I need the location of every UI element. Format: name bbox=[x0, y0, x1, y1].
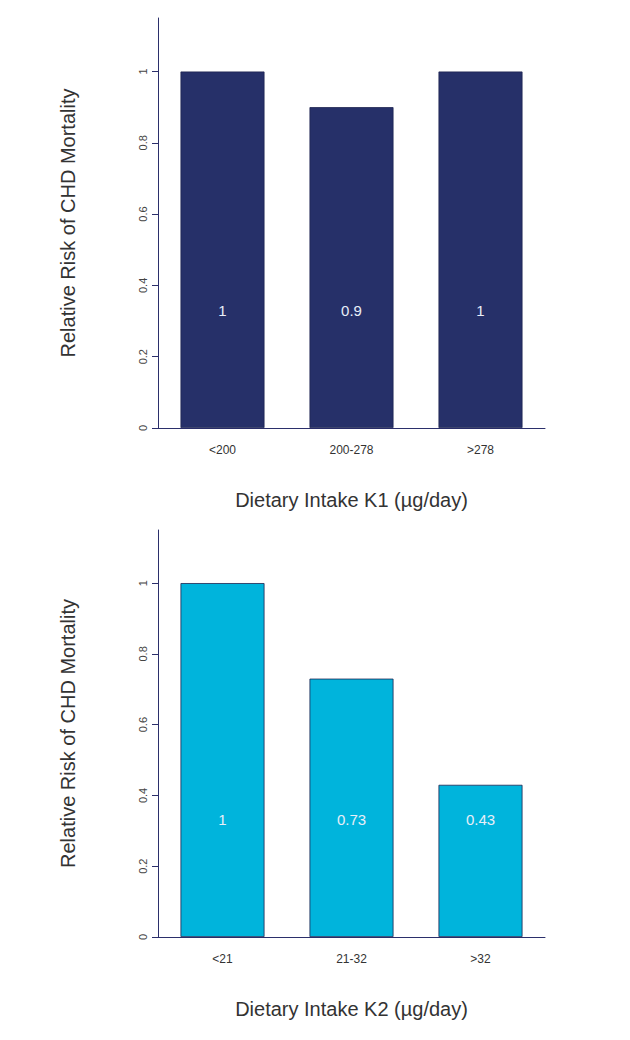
svg-text:0.2: 0.2 bbox=[137, 859, 149, 874]
svg-text:0.8: 0.8 bbox=[137, 135, 149, 150]
svg-text:0.6: 0.6 bbox=[137, 717, 149, 732]
svg-text:0.4: 0.4 bbox=[137, 788, 149, 803]
svg-text:0.2: 0.2 bbox=[137, 349, 149, 364]
svg-text:Relative Risk of CHD Mortality: Relative Risk of CHD Mortality bbox=[57, 89, 79, 358]
svg-text:0.43: 0.43 bbox=[466, 811, 495, 828]
svg-text:1: 1 bbox=[137, 68, 149, 74]
svg-text:<21: <21 bbox=[212, 952, 233, 966]
svg-text:1: 1 bbox=[137, 580, 149, 586]
svg-text:>278: >278 bbox=[467, 443, 494, 457]
svg-text:0.73: 0.73 bbox=[337, 811, 366, 828]
svg-text:Relative Risk of CHD Mortality: Relative Risk of CHD Mortality bbox=[57, 599, 79, 868]
svg-text:0: 0 bbox=[137, 425, 149, 431]
svg-text:0.8: 0.8 bbox=[137, 646, 149, 661]
svg-text:Dietary Intake K2 (µg/day): Dietary Intake K2 (µg/day) bbox=[235, 998, 468, 1020]
svg-text:<200: <200 bbox=[209, 443, 236, 457]
svg-text:21-32: 21-32 bbox=[336, 952, 367, 966]
svg-text:0.4: 0.4 bbox=[137, 278, 149, 293]
svg-text:Dietary Intake K1 (µg/day): Dietary Intake K1 (µg/day) bbox=[235, 489, 468, 511]
svg-text:0: 0 bbox=[137, 934, 149, 940]
svg-text:1: 1 bbox=[218, 302, 226, 319]
svg-text:0.6: 0.6 bbox=[137, 206, 149, 221]
svg-text:1: 1 bbox=[476, 302, 484, 319]
svg-text:>32: >32 bbox=[470, 952, 491, 966]
svg-text:0.9: 0.9 bbox=[341, 302, 362, 319]
svg-text:1: 1 bbox=[218, 811, 226, 828]
svg-text:200-278: 200-278 bbox=[329, 443, 373, 457]
